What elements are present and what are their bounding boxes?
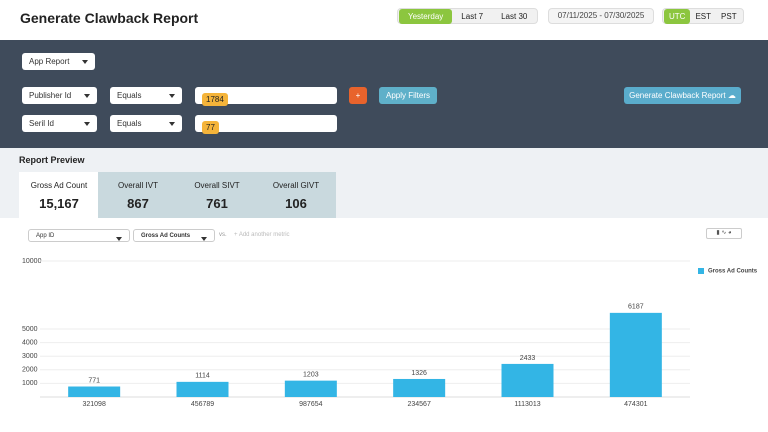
metric-card[interactable]: Overall IVT 867 bbox=[98, 172, 178, 218]
range-option[interactable]: Last 7 bbox=[461, 11, 484, 21]
card-label: Gross Ad Count bbox=[30, 181, 88, 190]
value-label: 1203 bbox=[303, 371, 319, 378]
timezone-option[interactable]: UTC bbox=[664, 8, 691, 24]
timezone-toggle: UTC EST PST bbox=[662, 8, 744, 24]
value-label: 771 bbox=[88, 377, 100, 384]
value-chip[interactable]: 1784 bbox=[202, 93, 228, 106]
legend-label: Gross Ad Counts bbox=[708, 269, 758, 275]
add-metric[interactable]: + Add another metric bbox=[234, 232, 290, 238]
value-input[interactable]: 77 bbox=[195, 115, 337, 134]
card-value: 761 bbox=[206, 196, 228, 211]
x-tick-label: 234567 bbox=[407, 401, 430, 408]
separator: vs. bbox=[219, 232, 227, 238]
bar bbox=[393, 378, 446, 397]
timezone-option[interactable]: EST bbox=[695, 11, 712, 21]
value-chip[interactable]: 77 bbox=[202, 121, 219, 134]
page-title: Generate Clawback Report bbox=[20, 10, 199, 26]
card-value: 15,167 bbox=[39, 196, 79, 211]
bar bbox=[176, 381, 229, 397]
y-tick-label: 2000 bbox=[22, 367, 38, 374]
bar bbox=[501, 363, 554, 397]
field-select[interactable]: Publisher Id bbox=[22, 87, 97, 104]
bar bbox=[68, 386, 121, 397]
value-input[interactable]: 1784 bbox=[195, 87, 337, 106]
metric-select[interactable]: Gross Ad Counts bbox=[133, 229, 215, 242]
range-toggle: Yesterday Last 7 Last 30 bbox=[397, 8, 539, 24]
metric-card[interactable]: Overall GIVT 106 bbox=[256, 172, 336, 218]
card-value: 106 bbox=[285, 196, 307, 211]
x-tick-label: 1113013 bbox=[514, 401, 540, 408]
x-tick-label: 987654 bbox=[299, 401, 322, 408]
preview-title: Report Preview bbox=[19, 155, 85, 165]
chart-type-icons[interactable]: ▮ ∿ ◕ bbox=[706, 228, 742, 239]
card-value: 867 bbox=[127, 196, 149, 211]
x-tick-label: 456789 bbox=[191, 401, 214, 408]
field-select[interactable]: Seril Id bbox=[22, 115, 97, 132]
operator-select[interactable]: Equals bbox=[110, 87, 182, 104]
bar bbox=[284, 380, 337, 397]
value-label: 1326 bbox=[411, 370, 427, 377]
dimension-select[interactable]: App ID bbox=[28, 229, 130, 242]
y-tick-label: 3000 bbox=[22, 353, 38, 360]
card-label: Overall GIVT bbox=[272, 181, 320, 190]
card-label: Overall SIVT bbox=[194, 181, 240, 190]
y-tick-label: 4000 bbox=[22, 339, 38, 346]
card-label: Overall IVT bbox=[117, 181, 158, 190]
apply-button[interactable]: Apply Filters bbox=[379, 87, 437, 104]
x-tick-label: 321098 bbox=[82, 401, 105, 408]
value-label: 2433 bbox=[520, 355, 536, 362]
timezone-option[interactable]: PST bbox=[721, 11, 737, 21]
metric-card[interactable]: Overall SIVT 761 bbox=[177, 172, 257, 218]
generate-label: Generate Clawback Report bbox=[629, 91, 726, 100]
value-label: 1114 bbox=[195, 373, 210, 380]
y-tick-label: 10000 bbox=[22, 258, 42, 265]
x-tick-label: 474301 bbox=[624, 401, 647, 408]
generate-button[interactable]: Generate Clawback Report ☁ bbox=[624, 87, 741, 104]
y-tick-label: 1000 bbox=[22, 380, 38, 387]
y-tick-label: 5000 bbox=[22, 326, 38, 333]
chart: 1000 2000 3000 4000 5000 10000 321098 771 456789… bbox=[22, 258, 758, 408]
legend-swatch bbox=[698, 268, 704, 274]
bar bbox=[609, 312, 662, 397]
value-label: 6187 bbox=[628, 304, 644, 311]
date-range[interactable]: 07/11/2025 - 07/30/2025 bbox=[548, 8, 654, 24]
report-select[interactable]: App Report bbox=[22, 53, 95, 70]
add-filter-button[interactable]: + bbox=[349, 87, 367, 104]
operator-select[interactable]: Equals bbox=[110, 115, 182, 132]
range-option[interactable]: Last 30 bbox=[501, 11, 528, 21]
range-option[interactable]: Yesterday bbox=[399, 8, 453, 24]
metric-card[interactable]: Gross Ad Count 15,167 bbox=[19, 172, 99, 218]
